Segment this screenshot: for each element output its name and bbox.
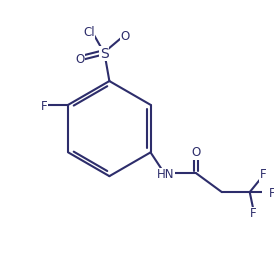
Text: O: O <box>192 146 201 159</box>
Text: F: F <box>250 208 256 220</box>
Text: HN: HN <box>157 168 175 181</box>
Text: F: F <box>41 100 47 113</box>
Text: Cl: Cl <box>83 26 95 39</box>
Text: O: O <box>75 53 84 66</box>
Text: S: S <box>100 47 109 61</box>
Text: O: O <box>121 30 130 43</box>
Text: F: F <box>260 168 267 181</box>
Text: F: F <box>269 187 274 200</box>
